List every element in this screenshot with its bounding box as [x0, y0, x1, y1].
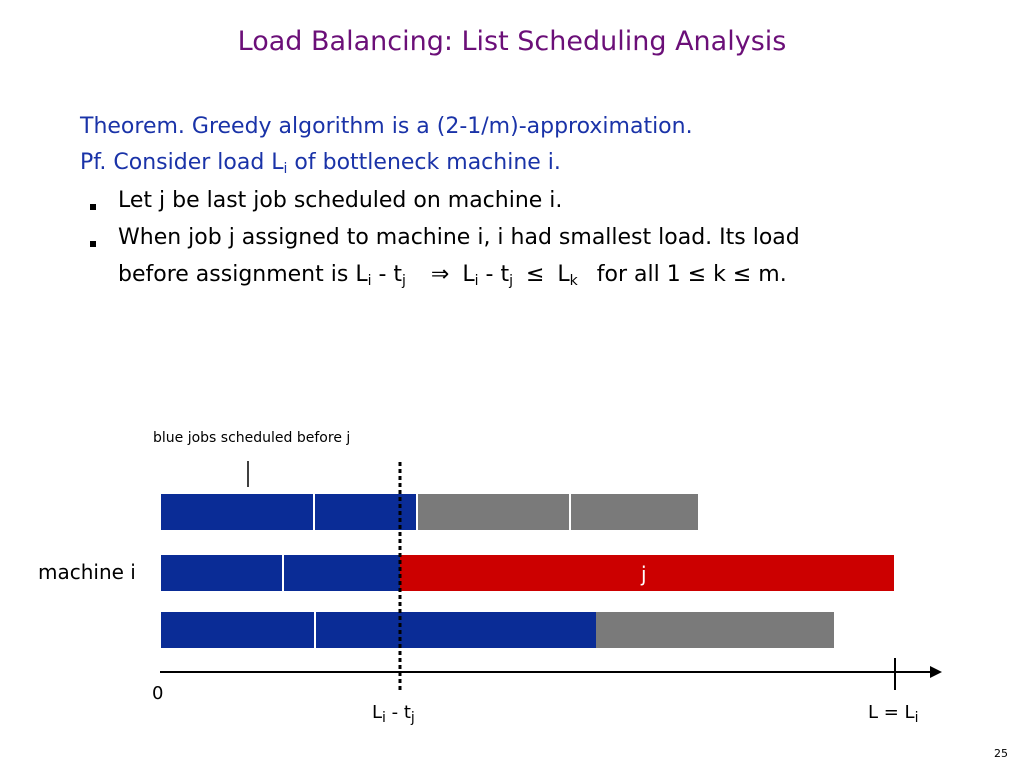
job-separator — [314, 612, 316, 648]
sub-i: i — [367, 273, 372, 289]
blue-jobs-annotation: blue jobs scheduled before j — [153, 430, 351, 446]
leq-symbol: ≤ — [525, 262, 545, 287]
job-separator — [416, 494, 418, 530]
load-l: L — [462, 262, 475, 287]
bullet-one-text: Let j be last job scheduled on machine i… — [118, 188, 563, 213]
end-sub-i: i — [914, 710, 919, 726]
bullet-icon — [90, 241, 96, 247]
proof-suffix: of bottleneck machine i. — [287, 150, 561, 175]
bullet-two-line-two: before assignment is Li - tj ⇒ Li - tj ≤… — [118, 262, 787, 289]
end-label-main: L = L — [868, 702, 915, 723]
job-separator — [569, 494, 571, 530]
job-j-label: j — [641, 562, 647, 586]
load-expression-prefix: before assignment is L — [118, 262, 368, 287]
l-equals-li-label: L = Li — [868, 702, 919, 726]
slide-title: Load Balancing: List Scheduling Analysis — [237, 26, 787, 57]
sub-k: k — [569, 273, 578, 289]
theorem-line: Theorem. Greedy algorithm is a (2-1/m)-a… — [80, 114, 693, 139]
job-j-block — [400, 555, 894, 591]
proof-line: Pf. Consider load Li of bottleneck machi… — [80, 150, 561, 177]
implies-symbol: ⇒ — [430, 262, 450, 287]
machine-i-blue-jobs — [161, 555, 400, 591]
marker-sub-i: i — [382, 710, 386, 726]
load-lk: L — [557, 262, 570, 287]
axis-arrowhead-icon — [930, 666, 942, 678]
quantifier-text: for all 1 ≤ k ≤ m. — [596, 262, 787, 287]
sub-j: j — [402, 273, 406, 289]
job-separator — [313, 494, 315, 530]
marker-minus-t: - t — [385, 702, 411, 723]
machine-3-blue-jobs — [161, 612, 596, 648]
minus-t: - t — [371, 262, 403, 287]
sub-i: i — [474, 273, 479, 289]
axis-origin-label: 0 — [152, 683, 164, 704]
job-separator — [282, 555, 284, 591]
page-number: 25 — [994, 747, 1008, 760]
machine-i-label: machine i — [38, 560, 136, 584]
proof-sub-i: i — [283, 161, 288, 177]
proof-prefix: Pf. Consider load L — [80, 150, 284, 175]
bullet-icon — [90, 204, 96, 210]
machine-3-gray-jobs — [596, 612, 834, 648]
li-minus-tj-label: Li - tj — [372, 702, 415, 726]
machine-1-blue-jobs — [161, 494, 416, 530]
minus-t: - t — [478, 262, 510, 287]
machine-1-gray-jobs — [416, 494, 698, 530]
marker-l: L — [372, 702, 383, 723]
marker-sub-j: j — [410, 710, 415, 726]
bullet-two-line-one: When job j assigned to machine i, i had … — [118, 225, 800, 250]
sub-j: j — [509, 273, 513, 289]
